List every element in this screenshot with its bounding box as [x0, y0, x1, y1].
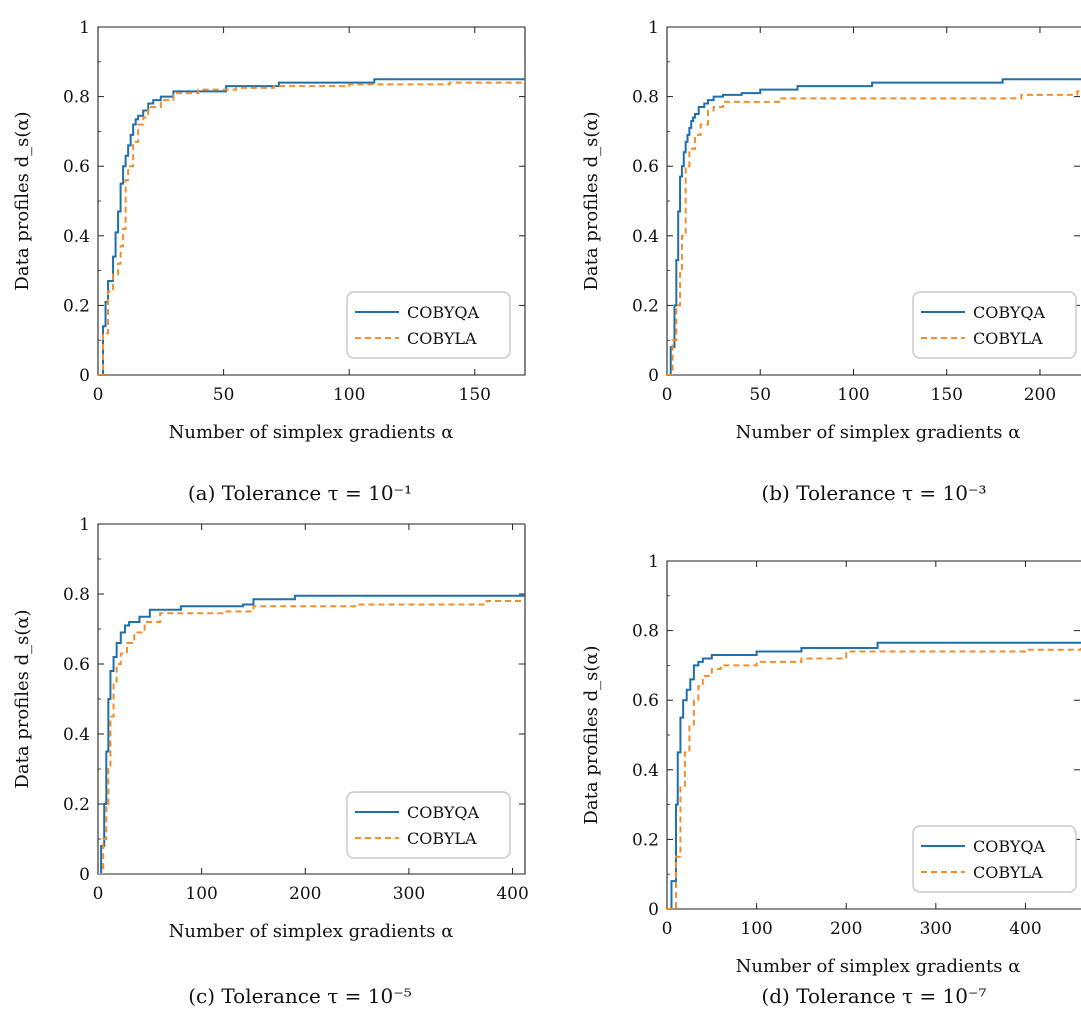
y-tick-label: 0.2: [632, 830, 659, 850]
y-tick-label: 0.2: [63, 795, 90, 815]
legend: COBYQA COBYLA: [912, 825, 1077, 893]
x-tick-label: 100: [740, 919, 772, 939]
series-line-cobyla: [98, 600, 525, 874]
x-tick-label: 200: [1024, 385, 1056, 405]
y-tick-label: 0.4: [63, 227, 90, 247]
y-tick-label: 1: [648, 552, 659, 572]
x-axis-title: Number of simplex gradients α: [736, 422, 1021, 443]
x-tick-label: 50: [749, 385, 771, 405]
y-tick-label: 0.8: [63, 585, 90, 605]
y-tick-label: 0.4: [632, 761, 659, 781]
y-tick-label: 0.6: [632, 691, 659, 711]
y-tick-label: 0.6: [632, 157, 659, 177]
subplot-caption: (b) Tolerance τ = 10⁻³: [761, 481, 986, 505]
y-tick-label: 0.4: [632, 227, 659, 247]
legend-label-cobyla: COBYLA: [973, 329, 1043, 348]
series-line-cobyla: [667, 90, 1081, 375]
x-tick-label: 150: [931, 385, 963, 405]
x-tick-label: 100: [333, 385, 365, 405]
legend-label-cobyla: COBYLA: [407, 829, 477, 848]
y-tick-label: 1: [79, 18, 90, 38]
series-line-cobyqa: [667, 641, 1081, 909]
y-tick-label: 0.6: [63, 655, 90, 675]
legend-label-cobyla: COBYLA: [407, 329, 477, 348]
x-tick-label: 0: [662, 919, 673, 939]
legend: COBYQA COBYLA: [346, 291, 511, 359]
series-line-cobyqa: [98, 594, 525, 874]
y-tick-label: 0.8: [632, 622, 659, 642]
subplot-caption: (a) Tolerance τ = 10⁻¹: [188, 481, 412, 505]
subplot-caption: (c) Tolerance τ = 10⁻⁵: [188, 984, 412, 1008]
legend-label-cobyqa: COBYQA: [973, 837, 1046, 856]
series-line-cobyla: [98, 80, 525, 375]
y-tick-label: 0.4: [63, 725, 90, 745]
series-line-cobyqa: [667, 78, 1081, 375]
x-tick-label: 200: [830, 919, 862, 939]
y-axis-title: Data profiles d_s(α): [12, 111, 33, 290]
y-tick-label: 0.6: [63, 157, 90, 177]
y-axis-title: Data profiles d_s(α): [581, 111, 602, 290]
y-tick-label: 0.2: [63, 296, 90, 316]
y-axis-title: Data profiles d_s(α): [581, 645, 602, 824]
legend: COBYQA COBYLA: [912, 291, 1077, 359]
x-tick-label: 400: [496, 884, 528, 904]
x-tick-label: 0: [93, 884, 104, 904]
x-tick-label: 100: [837, 385, 869, 405]
legend-label-cobyqa: COBYQA: [407, 303, 480, 322]
subplot-caption: (d) Tolerance τ = 10⁻⁷: [761, 984, 986, 1008]
subplot-c: 0 0.2 0.4 0.6 0.8 1 0 100 200 300 400 Number of sim…: [12, 515, 529, 1008]
y-tick-label: 0.8: [63, 88, 90, 108]
subplot-d: 0 0.2 0.4 0.6 0.8 1 0 100 200 300 400 Number of sim…: [581, 552, 1081, 1008]
legend-label-cobyla: COBYLA: [973, 863, 1043, 882]
series-line-cobyqa: [98, 78, 525, 375]
legend-label-cobyqa: COBYQA: [407, 803, 480, 822]
legend-box: [912, 291, 1077, 359]
x-tick-label: 100: [185, 884, 217, 904]
x-tick-label: 400: [1009, 919, 1041, 939]
y-tick-label: 1: [648, 18, 659, 38]
y-tick-label: 0: [648, 366, 659, 386]
x-tick-label: 0: [93, 385, 104, 405]
x-tick-label: 0: [662, 385, 673, 405]
y-tick-label: 0.8: [632, 88, 659, 108]
x-tick-label: 200: [289, 884, 321, 904]
legend-box: [346, 291, 511, 359]
y-tick-label: 0: [648, 900, 659, 920]
legend: COBYQA COBYLA: [346, 791, 511, 859]
x-tick-label: 150: [459, 385, 491, 405]
legend-box: [346, 791, 511, 859]
x-tick-label: 300: [393, 884, 425, 904]
legend-label-cobyqa: COBYQA: [973, 303, 1046, 322]
x-tick-label: 50: [213, 385, 235, 405]
legend-box: [912, 825, 1077, 893]
x-tick-label: 300: [920, 919, 952, 939]
y-tick-label: 0.2: [632, 296, 659, 316]
y-tick-label: 0: [79, 366, 90, 386]
y-tick-label: 0: [79, 865, 90, 885]
series-line-cobyla: [667, 648, 1081, 909]
x-axis-title: Number of simplex gradients α: [736, 956, 1021, 977]
y-axis-title: Data profiles d_s(α): [12, 609, 33, 788]
x-axis-title: Number of simplex gradients α: [169, 422, 454, 443]
x-axis-title: Number of simplex gradients α: [169, 921, 454, 942]
y-tick-label: 1: [79, 515, 90, 535]
